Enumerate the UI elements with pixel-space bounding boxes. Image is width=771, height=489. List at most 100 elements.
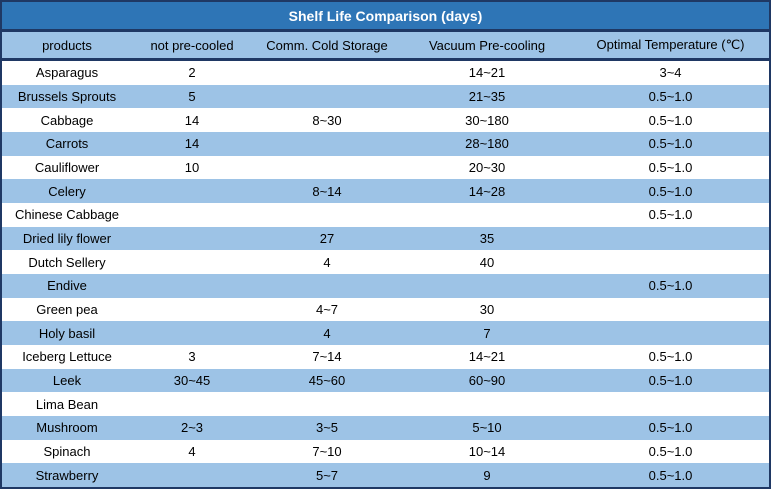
table-row: Leek 30~45 45~60 60~90 0.5~1.0 xyxy=(2,368,769,393)
value-cell: 0.5~1.0 xyxy=(648,467,693,483)
value-cell: 8~14 xyxy=(312,183,342,199)
value-cell: 0.5~1.0 xyxy=(648,183,693,199)
value-cell: 0.5~1.0 xyxy=(648,89,693,104)
table-header-row: products not pre-cooled Comm. Cold Stora… xyxy=(2,32,769,61)
value-cell xyxy=(252,61,402,85)
table-row: Holy basil 4 7 xyxy=(2,321,769,346)
value-cell: 3 xyxy=(188,349,196,365)
value-cell xyxy=(132,274,252,298)
value-cell: 7~10 xyxy=(312,444,342,460)
table-row: Brussels Sprouts 5 21~35 0.5~1.0 xyxy=(2,84,769,109)
value-cell: 60~90 xyxy=(468,373,506,389)
value-cell: 8~30 xyxy=(312,112,342,128)
value-cell: 0.5~1.0 xyxy=(648,349,693,365)
value-cell: 10~14 xyxy=(468,444,506,460)
table-title: Shelf Life Comparison (days) xyxy=(2,2,769,32)
value-cell: 0.5~1.0 xyxy=(648,112,693,128)
value-cell xyxy=(572,392,769,416)
product-name-cell: Iceberg Lettuce xyxy=(22,349,112,365)
value-cell xyxy=(252,85,402,109)
value-cell: 14 xyxy=(184,136,200,152)
product-name-cell: Mushroom xyxy=(36,420,98,436)
value-cell: 0.5~1.0 xyxy=(648,420,693,436)
value-cell: 9 xyxy=(483,467,491,483)
value-cell xyxy=(252,203,402,227)
value-cell: 4 xyxy=(188,444,196,460)
value-cell: 0.5~1.0 xyxy=(648,444,693,460)
value-cell: 30~45 xyxy=(173,373,211,389)
value-cell xyxy=(252,274,402,298)
table-row: Cabbage 14 8~30 30~180 0.5~1.0 xyxy=(2,108,769,133)
value-cell: 10 xyxy=(184,160,200,176)
value-cell: 14~21 xyxy=(468,65,506,81)
value-cell xyxy=(402,392,572,416)
column-header-not-pre-cooled: not pre-cooled xyxy=(150,37,234,53)
value-cell xyxy=(132,392,252,416)
value-cell: 4~7 xyxy=(315,302,339,318)
value-cell: 0.5~1.0 xyxy=(648,278,693,294)
value-cell: 2 xyxy=(188,65,196,81)
value-cell: 0.5~1.0 xyxy=(648,373,693,389)
product-name-cell: Holy basil xyxy=(38,325,96,341)
product-name-cell: Lima Bean xyxy=(35,396,99,412)
column-header-vacuum-pre-cooling: Vacuum Pre-cooling xyxy=(428,37,546,53)
value-cell xyxy=(132,250,252,274)
value-cell: 5 xyxy=(188,89,196,104)
product-name-cell: Strawberry xyxy=(35,467,99,483)
table-row: Endive 0.5~1.0 xyxy=(2,274,769,298)
product-name-cell: Carrots xyxy=(45,136,89,152)
table-row: Celery 8~14 14~28 0.5~1.0 xyxy=(2,179,769,204)
product-name-cell: Chinese Cabbage xyxy=(14,207,120,223)
value-cell xyxy=(572,298,769,322)
product-name-cell: Dutch Sellery xyxy=(28,254,106,270)
table-row: Asparagus 2 14~21 3~4 xyxy=(2,61,769,85)
value-cell xyxy=(132,298,252,322)
product-name-cell: Celery xyxy=(48,183,86,199)
table-row: Iceberg Lettuce 3 7~14 14~21 0.5~1.0 xyxy=(2,345,769,369)
value-cell: 27 xyxy=(319,231,335,247)
table-row: Chinese Cabbage 0.5~1.0 xyxy=(2,203,769,227)
value-cell: 35 xyxy=(479,231,495,247)
product-name-cell: Leek xyxy=(52,373,82,389)
product-name-cell: Dried lily flower xyxy=(22,231,112,247)
column-header-comm-cold-storage: Comm. Cold Storage xyxy=(266,37,388,53)
value-cell xyxy=(132,227,252,251)
value-cell xyxy=(402,274,572,298)
table-row: Mushroom 2~3 3~5 5~10 0.5~1.0 xyxy=(2,416,769,440)
value-cell: 7~14 xyxy=(312,349,342,365)
table-body: Asparagus 2 14~21 3~4 Brussels Sprouts 5 21~35… xyxy=(2,61,769,488)
product-name-cell: Asparagus xyxy=(35,65,99,81)
value-cell xyxy=(132,203,252,227)
value-cell: 3~4 xyxy=(659,65,682,81)
table-row: Cauliflower 10 20~30 0.5~1.0 xyxy=(2,155,769,180)
value-cell xyxy=(132,179,252,203)
table-row: Dried lily flower 27 35 xyxy=(2,226,769,251)
table-row: Strawberry 5~7 9 0.5~1.0 xyxy=(2,463,769,488)
value-cell: 30 xyxy=(479,302,495,318)
table-row: Green pea 4~7 30 xyxy=(2,297,769,322)
table-row: Dutch Sellery 4 40 xyxy=(2,250,769,275)
value-cell: 30~180 xyxy=(465,112,509,128)
value-cell xyxy=(252,156,402,180)
value-cell: 2~3 xyxy=(180,420,204,436)
value-cell: 20~30 xyxy=(468,160,506,176)
value-cell: 28~180 xyxy=(465,136,509,152)
table-row: Lima Bean xyxy=(2,392,769,417)
value-cell: 14~21 xyxy=(468,349,506,365)
value-cell xyxy=(132,321,252,345)
value-cell: 4 xyxy=(323,254,331,270)
value-cell xyxy=(402,203,572,227)
table-row: Spinach 4 7~10 10~14 0.5~1.0 xyxy=(2,439,769,464)
value-cell: 14~28 xyxy=(468,183,506,199)
value-cell: 21~35 xyxy=(468,89,506,104)
value-cell xyxy=(252,392,402,416)
column-header-products: products xyxy=(42,37,92,53)
value-cell: 0.5~1.0 xyxy=(648,136,693,152)
value-cell: 4 xyxy=(323,325,331,341)
value-cell: 40 xyxy=(479,254,495,270)
value-cell xyxy=(572,250,769,274)
column-header-optimal-temperature: Optimal Temperature (℃) xyxy=(596,37,745,52)
product-name-cell: Green pea xyxy=(36,302,98,318)
value-cell xyxy=(572,321,769,345)
